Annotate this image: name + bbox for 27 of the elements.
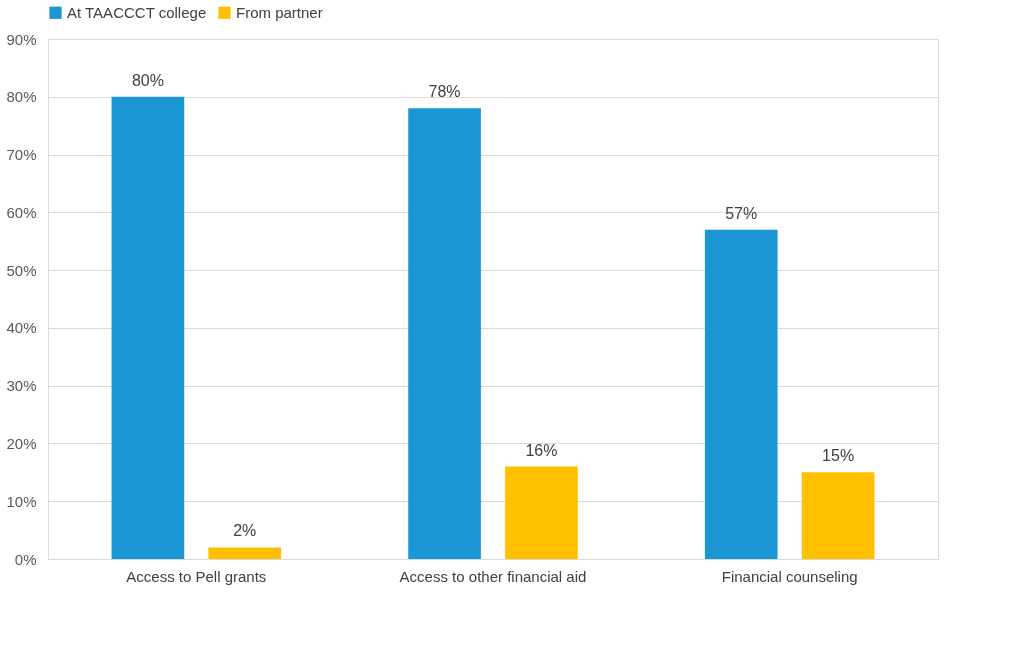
data-label: 16%: [525, 441, 558, 459]
y-tick-label: 90%: [6, 30, 37, 48]
y-tick-label: 20%: [6, 434, 37, 452]
bar: [704, 229, 778, 559]
data-label: 15%: [822, 447, 855, 465]
y-tick-label: 10%: [6, 492, 37, 510]
y-tick-label: 30%: [6, 377, 37, 395]
legend-label: At TAACCCT college: [67, 3, 207, 21]
legend-label: From partner: [236, 3, 323, 21]
y-tick-label: 80%: [6, 88, 37, 106]
bar: [111, 96, 185, 559]
bar: [408, 108, 481, 559]
y-tick-label: 40%: [6, 319, 37, 337]
data-label: 2%: [233, 522, 257, 540]
x-tick-label: Access to Pell grants: [126, 567, 267, 585]
data-label: 57%: [725, 204, 758, 222]
bar: [505, 466, 578, 559]
y-tick-label: 60%: [6, 203, 37, 221]
x-tick-label: Access to other financial aid: [399, 567, 587, 585]
bar: [801, 472, 875, 559]
data-label: 80%: [131, 71, 164, 89]
x-tick-label: Financial counseling: [721, 567, 858, 585]
y-tick-label: 50%: [6, 261, 37, 279]
y-tick-label: 0%: [14, 550, 37, 568]
data-label: 78%: [428, 83, 461, 101]
bar: [208, 547, 282, 559]
y-tick-label: 70%: [6, 146, 37, 164]
